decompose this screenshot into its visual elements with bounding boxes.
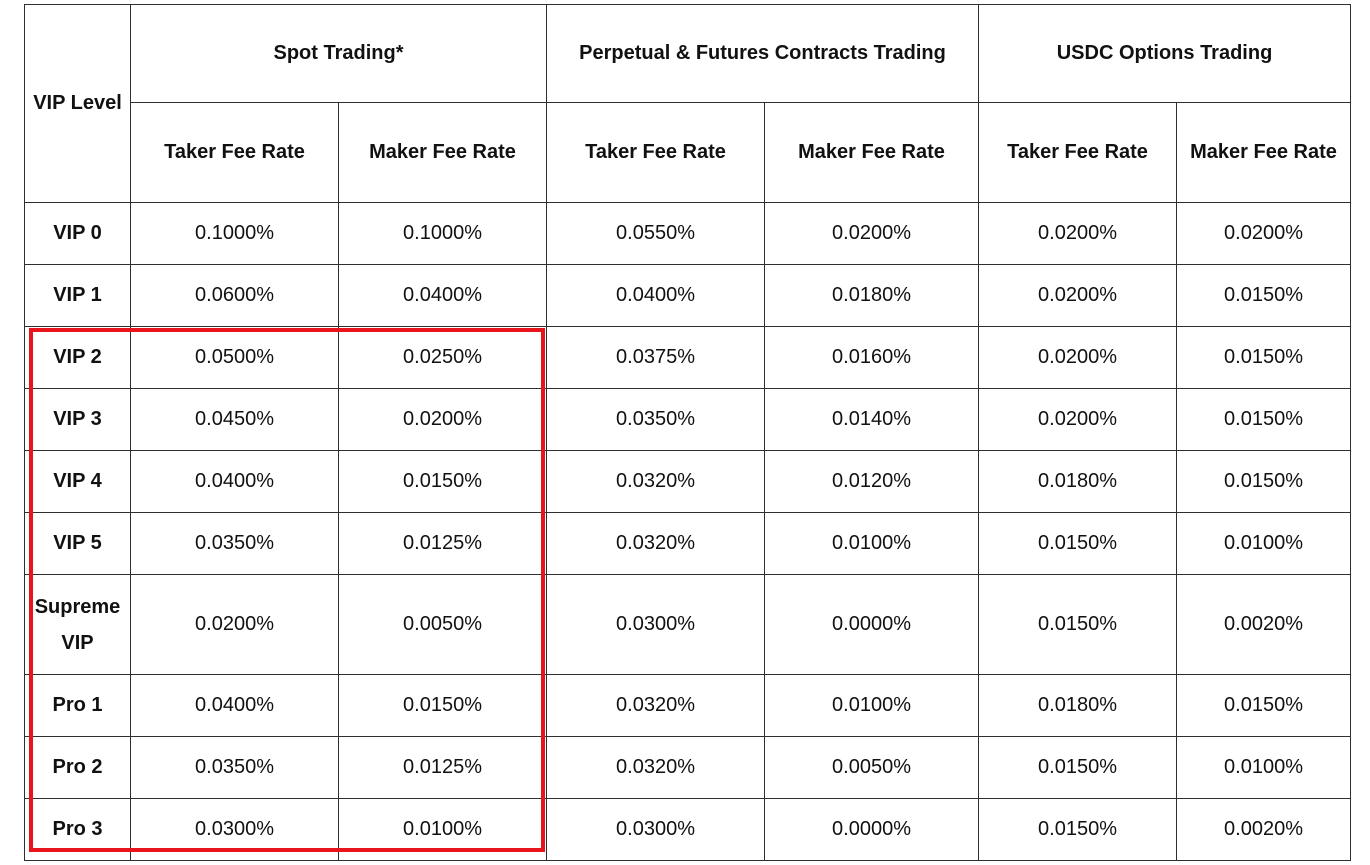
perp-maker-cell: 0.0180% — [763, 264, 980, 327]
spot-taker-cell: 0.0400% — [130, 674, 339, 737]
usdc-maker-cell: 0.0150% — [1176, 326, 1352, 389]
vip-level-cell: VIP 2 — [24, 326, 131, 389]
usdc-maker-cell: 0.0150% — [1176, 264, 1352, 327]
perp-taker-cell: 0.0320% — [546, 736, 765, 799]
usdc-maker-cell: 0.0150% — [1176, 674, 1352, 737]
table-row: VIP 2 0.0500% 0.0250% 0.0375% 0.0160% 0.0200%… — [24, 326, 1352, 389]
header-usdc-taker: Taker Fee Rate — [978, 102, 1178, 203]
perp-maker-cell: 0.0050% — [763, 736, 980, 799]
vip-level-cell: Pro 3 — [24, 798, 131, 861]
perp-taker-cell: 0.0320% — [546, 450, 765, 513]
usdc-taker-cell: 0.0180% — [978, 674, 1178, 737]
usdc-taker-cell: 0.0150% — [978, 512, 1178, 575]
usdc-maker-cell: 0.0100% — [1176, 512, 1352, 575]
usdc-taker-cell: 0.0180% — [978, 450, 1178, 513]
spot-maker-cell: 0.0050% — [338, 574, 547, 675]
usdc-taker-cell: 0.0200% — [978, 388, 1178, 451]
perp-taker-cell: 0.0320% — [546, 512, 765, 575]
perp-maker-cell: 0.0100% — [763, 674, 980, 737]
header-perp-maker: Maker Fee Rate — [763, 102, 980, 203]
usdc-taker-cell: 0.0200% — [978, 264, 1178, 327]
perp-maker-cell: 0.0140% — [763, 388, 980, 451]
table-row: Pro 2 0.0350% 0.0125% 0.0320% 0.0050% 0.0150%… — [24, 736, 1352, 799]
perp-taker-cell: 0.0300% — [546, 798, 765, 861]
usdc-taker-cell: 0.0200% — [978, 202, 1178, 265]
usdc-taker-cell: 0.0150% — [978, 736, 1178, 799]
spot-taker-cell: 0.0450% — [130, 388, 339, 451]
spot-taker-cell: 0.0300% — [130, 798, 339, 861]
spot-maker-cell: 0.0150% — [338, 450, 547, 513]
spot-taker-cell: 0.0600% — [130, 264, 339, 327]
header-row-top: VIP Level Spot Trading* Perpetual & Futu… — [24, 4, 1352, 203]
vip-level-cell: VIP 1 — [24, 264, 131, 327]
usdc-taker-cell: 0.0150% — [978, 798, 1178, 861]
vip-level-cell: VIP 5 — [24, 512, 131, 575]
spot-taker-cell: 0.0350% — [130, 512, 339, 575]
table-row: VIP 4 0.0400% 0.0150% 0.0320% 0.0120% 0.0180%… — [24, 450, 1352, 513]
perp-taker-cell: 0.0550% — [546, 202, 765, 265]
header-spot-maker: Maker Fee Rate — [338, 102, 547, 203]
spot-maker-cell: 0.0100% — [338, 798, 547, 861]
perp-maker-cell: 0.0000% — [763, 574, 980, 675]
usdc-maker-cell: 0.0200% — [1176, 202, 1352, 265]
spot-maker-cell: 0.1000% — [338, 202, 547, 265]
vip-level-cell: VIP 0 — [24, 202, 131, 265]
spot-taker-cell: 0.0400% — [130, 450, 339, 513]
header-spot-trading: Spot Trading* — [130, 4, 547, 103]
header-row-sub: Taker Fee Rate Maker Fee Rate Taker Fee … — [25, 102, 1352, 203]
spot-taker-cell: 0.0200% — [130, 574, 339, 675]
usdc-maker-cell: 0.0020% — [1176, 574, 1352, 675]
spot-maker-cell: 0.0400% — [338, 264, 547, 327]
perp-maker-cell: 0.0000% — [763, 798, 980, 861]
vip-level-cell: VIP 4 — [24, 450, 131, 513]
spot-taker-cell: 0.0350% — [130, 736, 339, 799]
spot-taker-cell: 0.0500% — [130, 326, 339, 389]
perp-maker-cell: 0.0100% — [763, 512, 980, 575]
usdc-taker-cell: 0.0150% — [978, 574, 1178, 675]
table-row: Pro 3 0.0300% 0.0100% 0.0300% 0.0000% 0.0150%… — [24, 798, 1352, 861]
perp-taker-cell: 0.0320% — [546, 674, 765, 737]
spot-maker-cell: 0.0200% — [338, 388, 547, 451]
fee-rate-table: VIP Level Spot Trading* Perpetual & Futu… — [24, 4, 1352, 861]
perp-taker-cell: 0.0375% — [546, 326, 765, 389]
header-perpetual-futures: Perpetual & Futures Contracts Trading — [545, 4, 980, 103]
spot-maker-cell: 0.0125% — [338, 512, 547, 575]
usdc-maker-cell: 0.0020% — [1176, 798, 1352, 861]
spot-maker-cell: 0.0250% — [338, 326, 547, 389]
header-usdc-options: USDC Options Trading — [978, 4, 1352, 103]
vip-level-cell: Pro 2 — [24, 736, 131, 799]
header-spot-taker: Taker Fee Rate — [130, 102, 339, 203]
perp-taker-cell: 0.0400% — [546, 264, 765, 327]
vip-level-cell: VIP 3 — [24, 388, 131, 451]
usdc-taker-cell: 0.0200% — [978, 326, 1178, 389]
table-row: Pro 1 0.0400% 0.0150% 0.0320% 0.0100% 0.0180%… — [24, 674, 1352, 737]
header-perp-taker: Taker Fee Rate — [546, 102, 765, 203]
usdc-maker-cell: 0.0150% — [1176, 450, 1352, 513]
table-row: VIP 0 0.1000% 0.1000% 0.0550% 0.0200% 0.0200%… — [24, 202, 1352, 265]
vip-level-cell: Pro 1 — [24, 674, 131, 737]
table-row: Supreme VIP 0.0200% 0.0050% 0.0300% 0.0000% 0… — [24, 574, 1352, 675]
perp-taker-cell: 0.0350% — [546, 388, 765, 451]
perp-maker-cell: 0.0160% — [763, 326, 980, 389]
perp-maker-cell: 0.0120% — [763, 450, 980, 513]
spot-maker-cell: 0.0150% — [338, 674, 547, 737]
spot-maker-cell: 0.0125% — [338, 736, 547, 799]
table-row: VIP 3 0.0450% 0.0200% 0.0350% 0.0140% 0.0200%… — [24, 388, 1352, 451]
vip-level-cell: Supreme VIP — [24, 574, 131, 675]
table-row: VIP 5 0.0350% 0.0125% 0.0320% 0.0100% 0.0150%… — [24, 512, 1352, 575]
spot-taker-cell: 0.1000% — [130, 202, 339, 265]
table-row: VIP 1 0.0600% 0.0400% 0.0400% 0.0180% 0.0200%… — [24, 264, 1352, 327]
header-usdc-maker: Maker Fee Rate — [1176, 102, 1352, 203]
perp-taker-cell: 0.0300% — [546, 574, 765, 675]
fee-table-body: VIP 0 0.1000% 0.1000% 0.0550% 0.0200% 0.0200%… — [24, 202, 1352, 861]
perp-maker-cell: 0.0200% — [763, 202, 980, 265]
header-vip-level: VIP Level — [24, 4, 131, 203]
usdc-maker-cell: 0.0100% — [1176, 736, 1352, 799]
usdc-maker-cell: 0.0150% — [1176, 388, 1352, 451]
